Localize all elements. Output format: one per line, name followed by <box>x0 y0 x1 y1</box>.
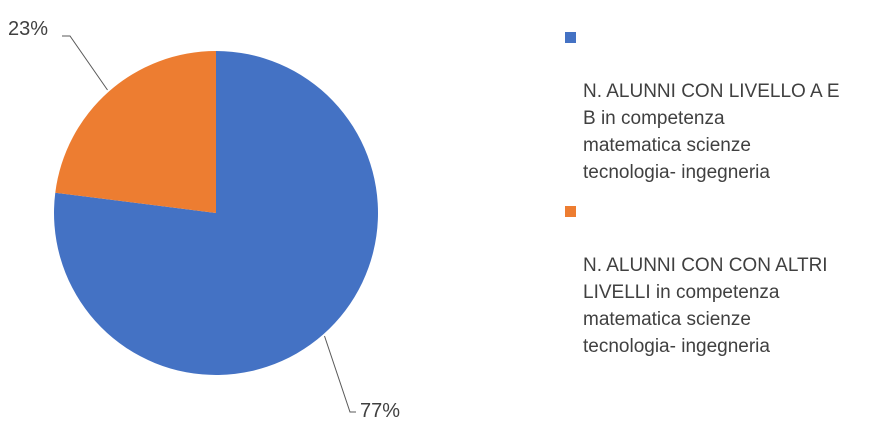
leader-lines <box>62 35 356 413</box>
slice-livello-a-b <box>54 51 379 376</box>
legend-label-livello-a-b: N. ALUNNI CON LIVELLO A E B in competenz… <box>583 81 840 183</box>
legend-swatch-livello-a-b <box>565 32 576 43</box>
leader-line-livello-a-b <box>324 335 356 413</box>
data-labels: 77% 23% <box>8 18 400 421</box>
legend-item-altri-livelli: N. ALUNNI CON CON ALTRI LIVELLI in compe… <box>565 198 890 360</box>
leader-line-altri-livelli <box>62 35 108 91</box>
data-label-livello-a-b: 77% <box>360 400 400 421</box>
pie-slices <box>54 51 379 376</box>
legend-label-altri-livelli: N. ALUNNI CON CON ALTRI LIVELLI in compe… <box>583 255 828 357</box>
slice-altri-livelli <box>55 51 216 213</box>
legend-swatch-altri-livelli <box>565 206 576 217</box>
data-label-altri-livelli: 23% <box>8 18 48 40</box>
legend: N. ALUNNI CON LIVELLO A E B in competenz… <box>565 24 890 372</box>
legend-item-livello-a-b: N. ALUNNI CON LIVELLO A E B in competenz… <box>565 24 890 186</box>
